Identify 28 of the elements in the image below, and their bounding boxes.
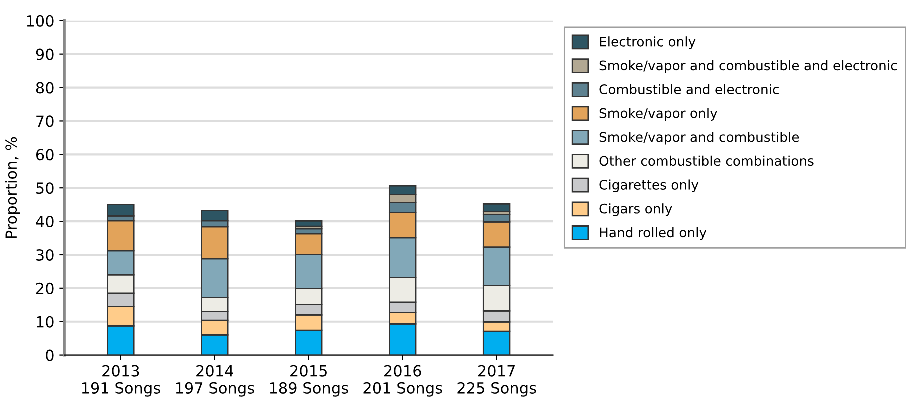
legend-label: Combustible and electronic xyxy=(600,84,779,95)
legend-label: Smoke/vapor only xyxy=(600,108,718,121)
y-axis-title: Proportion, % xyxy=(5,137,20,238)
y-tick-label: 20 xyxy=(36,282,54,294)
legend-label: Other combustible combinations xyxy=(600,156,814,166)
legend-label: Cigarettes only xyxy=(600,180,699,193)
x-tick-label: 2017 225 Songs xyxy=(458,365,536,397)
legend-label: Electronic only xyxy=(600,36,696,50)
legend-label: Smoke/vapor and combustible and electronic xyxy=(600,60,897,74)
y-tick-label: 70 xyxy=(36,116,54,128)
bar xyxy=(295,220,323,228)
legend-label: Hand rolled only xyxy=(600,227,707,240)
y-tick-label: 10 xyxy=(37,316,54,328)
y-tick-label: 100 xyxy=(27,15,54,27)
x-tick-label: 2014 197 Songs xyxy=(176,365,254,397)
y-tick-label: 60 xyxy=(36,149,54,161)
y-tick-label: 90 xyxy=(36,48,54,60)
x-tick-label: 2013 191 Songs xyxy=(82,365,160,397)
y-tick-label: 0 xyxy=(46,350,54,362)
y-tick-label: 30 xyxy=(36,249,54,261)
legend-label: Smoke/vapor and combustible xyxy=(600,132,800,145)
bar xyxy=(482,203,511,213)
y-tick-label: 40 xyxy=(36,216,54,228)
legend-label: Cigars only xyxy=(600,204,672,216)
x-tick-label: 2016 201 Songs xyxy=(364,365,442,397)
y-tick-label: 50 xyxy=(36,182,54,194)
y-tick-label: 80 xyxy=(36,82,54,94)
x-tick-label: 2015 189 Songs xyxy=(270,365,348,397)
